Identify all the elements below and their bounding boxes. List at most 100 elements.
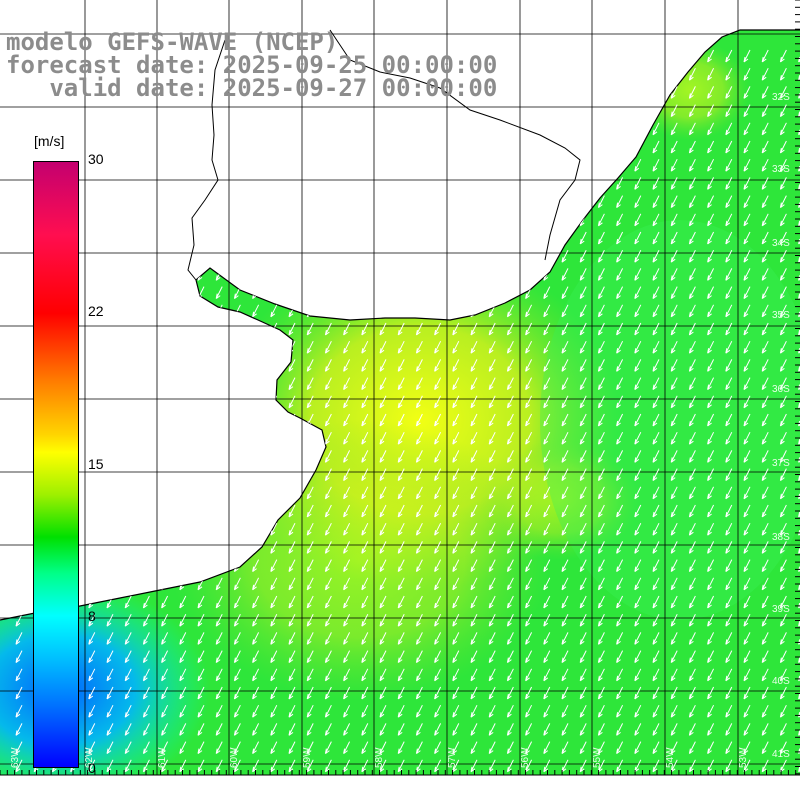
wind-arrow [124,122,132,136]
wind-arrow [725,340,733,354]
wind-arrow [306,213,314,227]
wind-arrow [161,431,169,445]
longitude-label: 59W [302,747,313,768]
wind-arrow [579,49,587,63]
wind-arrow [306,522,314,536]
wind-arrow [543,613,551,627]
wind-arrow [470,541,478,554]
wind-arrow [634,486,642,500]
wind-arrow [415,377,423,390]
wind-arrow [634,723,642,736]
wind-arrow [88,286,96,299]
wind-arrow [470,450,478,463]
wind-arrow [543,741,551,754]
wind-arrow [142,704,150,718]
wind-arrow [306,741,314,754]
wind-arrow [106,104,114,117]
wind-arrow [215,450,223,463]
wind-arrow [361,577,369,591]
wind-arrow [306,613,314,627]
wind-arrow [197,413,205,427]
wind-arrow [670,340,678,354]
wind-arrow [452,304,460,318]
wind-arrow [361,104,369,117]
wind-arrow [525,577,533,591]
wind-arrow [761,450,769,463]
wind-arrow [252,450,260,463]
wind-arrow [470,158,478,172]
wind-arrow [543,359,551,372]
wind-arrow [343,249,351,263]
wind-arrow [434,504,442,518]
wind-arrow [343,268,351,281]
wind-arrow [579,559,587,572]
wind-arrow [324,686,332,700]
frame-ticks [0,0,800,775]
wind-arrow [397,632,405,645]
wind-arrow [452,286,460,299]
wind-arrow [743,213,751,227]
wind-arrow [179,122,187,136]
wind-arrow [124,431,132,445]
wind-arrow [288,431,296,445]
wind-arrow [88,650,96,663]
wind-arrow [634,468,642,481]
wind-arrow [725,577,733,591]
wind-arrow [233,177,241,190]
wind-arrow [488,395,496,409]
wind-arrow [324,413,332,427]
longitude-label: 58W [374,747,385,768]
wind-arrow [652,86,660,99]
wind-arrow [707,704,715,718]
wind-arrow [106,504,114,518]
wind-arrow [88,741,96,754]
wind-arrow [415,486,423,500]
wind-arrow [543,704,551,718]
wind-arrow [343,395,351,409]
wind-arrow [707,650,715,663]
wind-arrow [652,595,660,609]
wind-arrow [252,686,260,700]
wind-arrow [634,613,642,627]
wind-arrow [670,49,678,63]
wind-arrow [434,668,442,682]
wind-arrow [415,686,423,700]
wind-arrow [15,195,23,208]
wind-arrow [652,322,660,336]
wind-arrow [415,650,423,663]
wind-arrow [470,486,478,500]
wind-arrow [725,268,733,281]
wind-arrow [761,413,769,427]
wind-arrow [561,541,569,554]
wind-arrow [525,213,533,227]
wind-arrow [525,468,533,481]
wind-arrow [597,431,605,445]
wind-arrow [616,613,624,627]
wind-arrow [597,704,605,718]
wind-arrow [415,723,423,736]
wind-arrow [324,395,332,409]
wind-arrow [652,249,660,263]
wind-arrow [324,741,332,754]
wind-arrow [506,759,514,773]
wind-arrow [488,686,496,700]
wind-arrow [779,504,787,518]
wind-arrow [670,431,678,445]
wind-arrow [161,268,169,281]
wind-arrow [106,213,114,227]
wind-arrow [743,86,751,99]
wind-arrow [252,723,260,736]
wind-arrow [579,67,587,81]
wind-arrow [506,723,514,736]
wind-arrow [670,158,678,172]
wind-arrow [506,577,514,591]
wind-arrow [688,322,696,336]
wind-arrow [707,49,715,63]
wind-arrow [488,359,496,372]
wind-arrow [616,322,624,336]
wind-arrow [324,704,332,718]
wind-arrow [142,650,150,663]
wind-arrow [506,49,514,63]
wind-arrow [15,668,23,682]
wind-arrow [252,650,260,663]
